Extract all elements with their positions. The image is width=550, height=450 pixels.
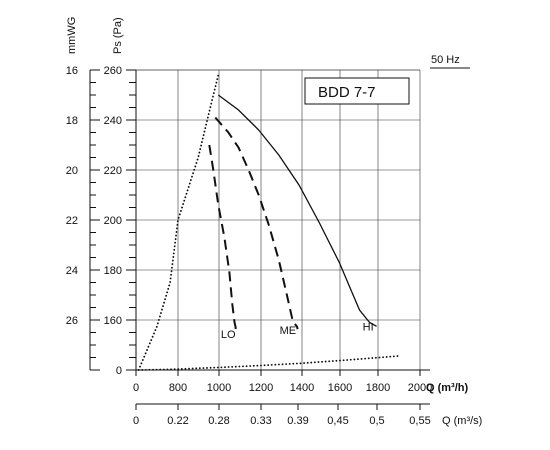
chart-title: BDD 7-7 — [318, 84, 376, 101]
y-secondary-tick-label: 18 — [66, 115, 78, 127]
x-tick-label: 0 — [133, 382, 139, 394]
boundary-curve-dotted — [137, 355, 401, 371]
series-label-me: ME — [280, 325, 297, 337]
chart-curves — [137, 74, 401, 371]
x-secondary-tick-label: 0,45 — [327, 415, 348, 427]
x-tick-label: 1600 — [328, 382, 352, 394]
series-lo-curve — [208, 144, 237, 331]
y-tick-label: 220 — [104, 165, 122, 177]
series-label-hi: HI — [363, 321, 374, 333]
series-label-lo: LO — [221, 329, 236, 341]
y-tick-label: 200 — [104, 215, 122, 227]
y-tick-label: 180 — [104, 265, 122, 277]
y-tick-label: 260 — [104, 65, 122, 77]
y-secondary-tick-label: 26 — [66, 315, 78, 327]
y-tick-label: 0 — [116, 365, 122, 377]
boundary-curve-dotted — [137, 74, 220, 371]
y-axis-title: Ps (Pa) — [112, 17, 124, 54]
y-secondary-tick-label: 20 — [66, 165, 78, 177]
chart-grid — [136, 69, 421, 370]
y-secondary-tick-label: 24 — [66, 265, 78, 277]
x-tick-label: 800 — [169, 382, 187, 394]
x-secondary-tick-label: 0.39 — [287, 415, 308, 427]
title-box — [304, 77, 410, 105]
series-hi-curve — [217, 94, 377, 327]
x-secondary-tick-label: 0,5 — [369, 415, 384, 427]
x-secondary-tick-label: 0 — [133, 415, 139, 427]
x-secondary-tick-label: 0.33 — [250, 415, 271, 427]
x-tick-label: 1400 — [290, 382, 314, 394]
x-tick-label: 1200 — [249, 382, 273, 394]
x-tick-label: 1800 — [366, 382, 390, 394]
x-axis-secondary-title: Q (m³/s) — [442, 415, 482, 427]
x-secondary-tick-label: 0.28 — [208, 415, 229, 427]
x-secondary-tick-label: 0,55 — [409, 415, 430, 427]
y-tick-label: 160 — [104, 315, 122, 327]
y-secondary-tick-label: 16 — [66, 65, 78, 77]
frequency-label: 50 Hz — [431, 54, 460, 66]
chart-axes — [89, 69, 430, 410]
x-axis-title: Q (m³/h) — [426, 382, 468, 394]
series-me-curve — [214, 116, 299, 330]
x-tick-label: 1000 — [207, 382, 231, 394]
y-secondary-tick-label: 22 — [66, 215, 78, 227]
y-axis-secondary-title: mmWG — [66, 17, 78, 54]
x-secondary-tick-label: 0.22 — [167, 415, 188, 427]
y-tick-label: 240 — [104, 115, 122, 127]
x-tick-label: 2000 — [408, 382, 432, 394]
